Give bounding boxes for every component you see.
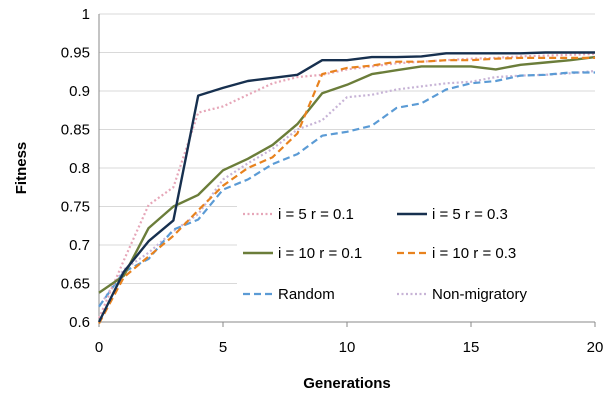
x-tick-label: 5: [219, 339, 227, 356]
x-axis-title: Generations: [303, 375, 391, 392]
legend-label-4: Random: [278, 286, 335, 303]
series-line-5: [98, 69, 596, 308]
y-tick-label: 0.65: [61, 276, 90, 293]
y-tick-label: 0.6: [69, 314, 90, 331]
legend-label-1: i = 5 r = 0.3: [432, 206, 508, 223]
y-tick-label: 0.7: [69, 237, 90, 254]
series-line-3: [98, 56, 595, 325]
gridlines: [99, 13, 595, 323]
series-line-0: [97, 52, 596, 319]
legend: i = 5 r = 0.1 i = 5 r = 0.3 i = 10 r = 0.1…: [237, 194, 595, 321]
y-tick-label: 0.85: [61, 122, 90, 139]
y-tick-label: 1: [82, 6, 90, 23]
x-tick-label: 0: [95, 339, 103, 356]
y-tick-label: 0.8: [69, 160, 90, 177]
legend-label-5: Non-migratory: [432, 286, 528, 303]
x-tick-label: 10: [339, 339, 356, 356]
legend-label-0: i = 5 r = 0.1: [278, 206, 354, 223]
y-tick-label: 0.9: [69, 83, 90, 100]
series-line-4: [98, 71, 595, 308]
y-axis-title: Fitness: [13, 142, 30, 195]
y-tick-label: 0.75: [61, 199, 90, 216]
series-lines: [97, 51, 596, 325]
legend-label-2: i = 10 r = 0.1: [278, 245, 362, 262]
legend-label-3: i = 10 r = 0.3: [432, 245, 516, 262]
x-tick-label: 20: [587, 339, 604, 356]
series-line-1: [97, 51, 595, 323]
series-line-2: [98, 55, 596, 294]
x-tick-label: 15: [463, 339, 480, 356]
y-tick-label: 0.95: [61, 45, 90, 62]
